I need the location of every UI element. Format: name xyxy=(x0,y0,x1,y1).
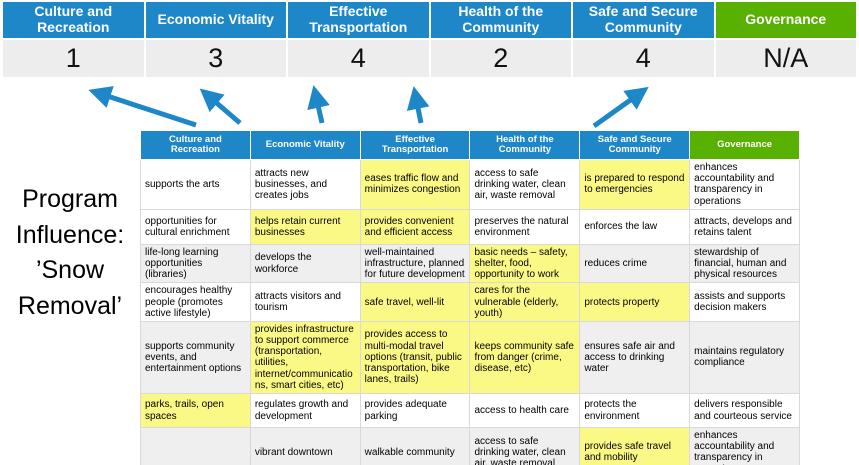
scorecard-score-health-community: 2 xyxy=(430,40,571,77)
matrix-cell: cares for the vulnerable (elderly, youth… xyxy=(469,282,581,322)
arrow-health-community xyxy=(406,86,430,124)
matrix-cell: stewardship of financial, human and phys… xyxy=(689,243,800,284)
scorecard-score-economic-vitality: 3 xyxy=(145,40,286,77)
scorecard-score-effective-transportation: 4 xyxy=(288,40,429,77)
arrow-safe-secure-community xyxy=(592,86,649,129)
scorecard-header-health-community: Health of the Community xyxy=(430,2,571,38)
scorecard-column-effective-transportation: Effective Transportation 4 xyxy=(288,2,429,77)
matrix-cell: opportunities for cultural enrichment xyxy=(140,208,251,245)
scorecard-header-safe-secure-community: Safe and Secure Community xyxy=(573,2,714,38)
matrix-header-row: Culture and Recreation Economic Vitality E… xyxy=(140,130,800,160)
scorecard-column-culture-recreation: Culture and Recreation 1 xyxy=(3,2,144,77)
matrix-cell: develops the workforce xyxy=(249,243,361,284)
matrix-cell: supports the arts xyxy=(140,159,251,210)
matrix-cell: enhances accountability and transparency… xyxy=(689,159,800,210)
influence-matrix: Culture and Recreation Economic Vitality E… xyxy=(140,130,800,465)
matrix-cell: regulates growth and development xyxy=(249,393,361,428)
matrix-cell: life-long learning opportunities (librar… xyxy=(140,243,251,284)
influence-arrows xyxy=(88,85,649,129)
program-label-line: ’Snow xyxy=(35,256,105,284)
matrix-cell: provides safe travel and mobility xyxy=(579,427,691,465)
arrow-economic-vitality xyxy=(199,88,242,125)
program-label-line: Program xyxy=(22,185,118,213)
matrix-cell: well-maintained infrastructure, planned … xyxy=(359,243,471,284)
matrix-row: encourages healthy people (promotes acti… xyxy=(140,282,800,322)
scorecard-score-governance: N/A xyxy=(715,40,856,77)
matrix-cell: enhances accountability and transparency… xyxy=(689,427,800,465)
scorecard-header-culture-recreation: Culture and Recreation xyxy=(3,2,144,38)
matrix-cell: safe travel, well-lit xyxy=(359,282,471,322)
program-label-line: Removal’ xyxy=(17,291,123,320)
scorecard-column-health-community: Health of the Community 2 xyxy=(430,2,571,77)
matrix-row: supports community events, and entertain… xyxy=(140,320,800,395)
matrix-cell: access to safe drinking water, clean air… xyxy=(469,159,581,210)
matrix-cell: supports community events, and entertain… xyxy=(140,320,251,395)
matrix-cell: reduces crime xyxy=(579,243,691,284)
matrix-cell: attracts new businesses, and creates job… xyxy=(249,159,361,210)
matrix-header-governance: Governance xyxy=(689,130,800,160)
matrix-row: vibrant downtown walkable community access… xyxy=(140,427,800,465)
matrix-row: supports the arts attracts new businesses… xyxy=(140,159,800,210)
matrix-row: life-long learning opportunities (librar… xyxy=(140,243,800,284)
matrix-cell: attracts, develops and retains talent xyxy=(689,208,800,245)
matrix-row: opportunities for cultural enrichment hel… xyxy=(140,208,800,245)
matrix-cell: ensures safe air and access to drinking … xyxy=(579,320,691,395)
matrix-header-safe-and-secure-community: Safe and Secure Community xyxy=(579,130,691,160)
scorecard-header-governance: Governance xyxy=(715,2,856,38)
scorecard-column-economic-vitality: Economic Vitality 3 xyxy=(145,2,286,77)
scorecard-score-safe-secure-community: 4 xyxy=(573,40,714,77)
scorecard-header-effective-transportation: Effective Transportation xyxy=(288,2,429,38)
matrix-header-health-of-the-community: Health of the Community xyxy=(469,130,581,160)
arrow-effective-transportation xyxy=(307,85,330,124)
scorecard-column-governance: Governance N/A xyxy=(715,2,856,77)
matrix-header-effective-transportation: Effective Transportation xyxy=(359,130,471,160)
matrix-cell: keeps community safe from danger (crime,… xyxy=(469,320,581,395)
matrix-cell: provides convenient and efficient access xyxy=(359,208,471,245)
matrix-cell: provides access to multi-modal travel op… xyxy=(359,320,471,395)
matrix-cell: is prepared to respond to emergencies xyxy=(579,159,691,210)
matrix-cell: protects the environment xyxy=(579,393,691,428)
matrix-cell: helps retain current businesses xyxy=(249,208,361,245)
matrix-cell: eases traffic flow and minimizes congest… xyxy=(359,159,471,210)
matrix-cell: basic needs – safety, shelter, food, opp… xyxy=(469,243,581,284)
scorecard-column-safe-secure-community: Safe and Secure Community 4 xyxy=(573,2,714,77)
matrix-cell: walkable community xyxy=(359,427,471,465)
matrix-cell: access to safe drinking water, clean air… xyxy=(469,427,581,465)
program-label-line: Influence: xyxy=(15,220,125,249)
matrix-cell: attracts visitors and tourism xyxy=(249,282,361,322)
matrix-cell: provides adequate parking xyxy=(359,393,471,428)
scorecard-header-economic-vitality: Economic Vitality xyxy=(145,2,286,38)
matrix-cell: encourages healthy people (promotes acti… xyxy=(140,282,251,322)
matrix-cell: maintains regulatory compliance xyxy=(689,320,800,395)
matrix-cell: provides infrastructure to support comme… xyxy=(249,320,361,395)
matrix-cell: vibrant downtown xyxy=(249,427,361,465)
scorecard: Culture and Recreation 1 Economic Vitali… xyxy=(3,2,856,77)
matrix-cell xyxy=(140,427,251,465)
matrix-cell: enforces the law xyxy=(579,208,691,245)
matrix-cell: parks, trails, open spaces xyxy=(140,393,251,428)
matrix-header-economic-vitality: Economic Vitality xyxy=(249,130,361,160)
matrix-cell: delivers responsible and courteous servi… xyxy=(689,393,800,428)
matrix-cell: access to health care xyxy=(469,393,581,428)
scorecard-score-culture-recreation: 1 xyxy=(3,40,144,77)
matrix-cell: protects property xyxy=(579,282,691,322)
matrix-cell: assists and supports decision makers xyxy=(689,282,800,322)
matrix-cell: preserves the natural environment xyxy=(469,208,581,245)
program-influence-label: Program Influence: ’Snow Removal’ xyxy=(0,182,140,324)
arrow-culture-recreation xyxy=(88,86,197,128)
matrix-row: parks, trails, open spaces regulates grow… xyxy=(140,393,800,428)
matrix-header-culture-and-recreation: Culture and Recreation xyxy=(140,130,251,160)
